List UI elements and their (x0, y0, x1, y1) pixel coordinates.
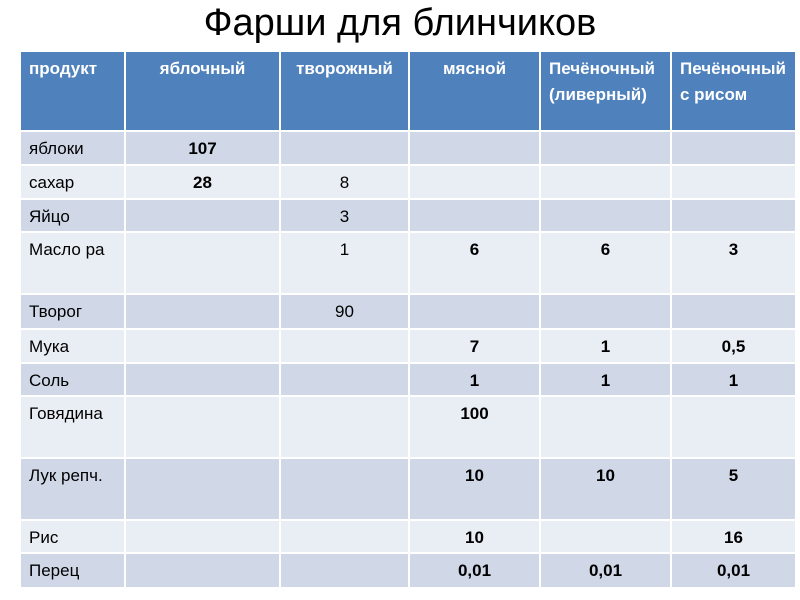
product-cell: Лук репч. (19, 457, 126, 521)
value-cell: 100 (408, 395, 541, 459)
product-cell: Перец (19, 552, 126, 589)
table-row: Соль 1 1 1 (19, 362, 797, 397)
value-cell (124, 231, 281, 295)
value-cell: 1 (279, 231, 410, 295)
table-row: Рис 10 16 (19, 519, 797, 554)
header-curd: творожный (279, 50, 410, 132)
value-cell (124, 552, 281, 589)
header-meat: мясной (408, 50, 541, 132)
value-cell: 3 (670, 231, 797, 295)
value-cell (279, 395, 410, 459)
product-cell: сахар (19, 164, 126, 200)
value-cell (279, 328, 410, 364)
value-cell (408, 164, 541, 200)
value-cell (670, 395, 797, 459)
value-cell (279, 362, 410, 397)
value-cell: 90 (279, 293, 410, 330)
value-cell: 0,5 (670, 328, 797, 364)
product-cell: Масло ра (19, 231, 126, 295)
product-cell: Творог (19, 293, 126, 330)
value-cell (670, 130, 797, 166)
value-cell: 107 (124, 130, 281, 166)
value-cell: 1 (670, 362, 797, 397)
value-cell: 1 (539, 362, 672, 397)
value-cell (124, 293, 281, 330)
value-cell (279, 519, 410, 554)
value-cell: 0,01 (539, 552, 672, 589)
value-cell (124, 362, 281, 397)
value-cell (124, 457, 281, 521)
value-cell (124, 328, 281, 364)
table-row: Перец 0,01 0,01 0,01 (19, 552, 797, 589)
value-cell: 7 (408, 328, 541, 364)
product-cell: Яйцо (19, 198, 126, 233)
table-row: Масло ра 1 6 6 3 (19, 231, 797, 295)
header-row: продукт яблочный творожный мясной Печёно… (19, 50, 797, 132)
value-cell (539, 164, 672, 200)
table-row: Яйцо 3 (19, 198, 797, 233)
value-cell (539, 130, 672, 166)
value-cell: 0,01 (408, 552, 541, 589)
value-cell: 8 (279, 164, 410, 200)
value-cell (408, 198, 541, 233)
value-cell (408, 293, 541, 330)
value-cell: 1 (539, 328, 672, 364)
value-cell (279, 130, 410, 166)
value-cell: 5 (670, 457, 797, 521)
value-cell: 0,01 (670, 552, 797, 589)
value-cell (279, 552, 410, 589)
value-cell (670, 293, 797, 330)
header-apple: яблочный (124, 50, 281, 132)
value-cell: 16 (670, 519, 797, 554)
value-cell: 6 (408, 231, 541, 295)
value-cell: 3 (279, 198, 410, 233)
fillings-table: продукт яблочный творожный мясной Печёно… (19, 50, 797, 589)
table-row: Говядина 100 (19, 395, 797, 459)
product-cell: Говядина (19, 395, 126, 459)
value-cell (279, 457, 410, 521)
value-cell (408, 130, 541, 166)
header-liver: Печёночный (ливерный) (539, 50, 672, 132)
product-cell: Рис (19, 519, 126, 554)
value-cell (670, 198, 797, 233)
value-cell: 10 (408, 457, 541, 521)
value-cell: 10 (539, 457, 672, 521)
header-liver-rice: Печёночный с рисом (670, 50, 797, 132)
value-cell (124, 198, 281, 233)
value-cell (539, 519, 672, 554)
product-cell: яблоки (19, 130, 126, 166)
value-cell: 10 (408, 519, 541, 554)
product-cell: Соль (19, 362, 126, 397)
value-cell (539, 395, 672, 459)
table-row: яблоки 107 (19, 130, 797, 166)
value-cell: 1 (408, 362, 541, 397)
table-row: Лук репч. 10 10 5 (19, 457, 797, 521)
header-product: продукт (19, 50, 126, 132)
value-cell: 28 (124, 164, 281, 200)
value-cell (539, 198, 672, 233)
value-cell (539, 293, 672, 330)
table-row: Творог 90 (19, 293, 797, 330)
value-cell (124, 519, 281, 554)
slide-title: Фарши для блинчиков (203, 2, 597, 44)
value-cell (124, 395, 281, 459)
product-cell: Мука (19, 328, 126, 364)
value-cell (670, 164, 797, 200)
table-row: Мука 7 1 0,5 (19, 328, 797, 364)
value-cell: 6 (539, 231, 672, 295)
table-row: сахар 28 8 (19, 164, 797, 200)
